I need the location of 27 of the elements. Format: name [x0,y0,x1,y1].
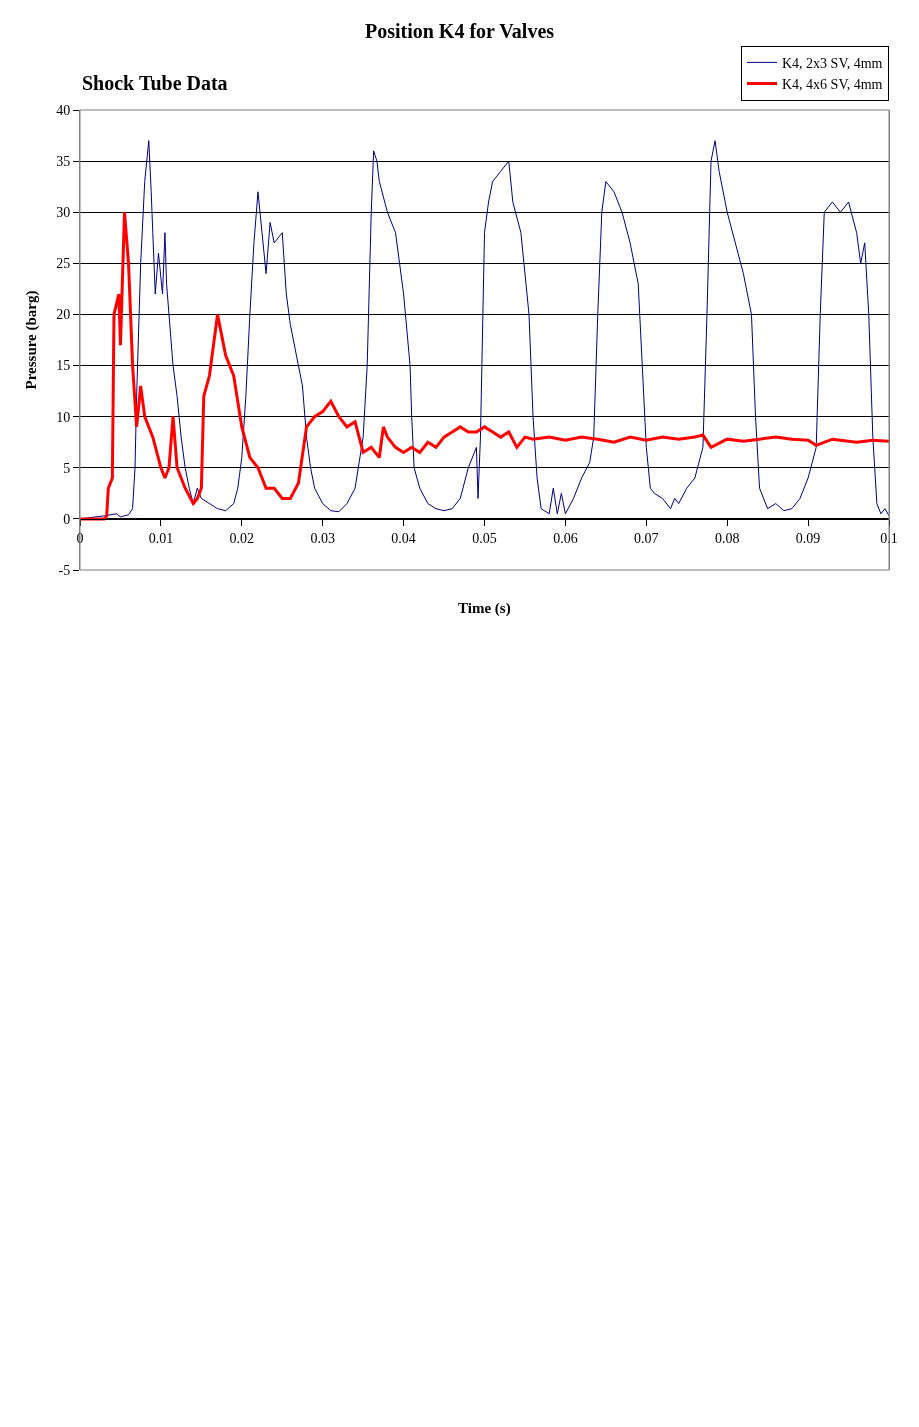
x-tick-label: 0.05 [472,530,497,546]
y-axis-title: Pressure (barg) [23,290,41,390]
x-tick-label: 0.01 [148,530,174,546]
x-tick-label: 0.02 [229,530,255,546]
x-tick-label: 0.06 [553,530,578,546]
chart-subtitle: Shock Tube Data [82,72,228,94]
x-axis-title: Time (s) [458,600,511,617]
x-tick-label: 0.04 [391,530,416,546]
x-tick-label: 0.07 [634,530,659,546]
y-tick-label: 0 [63,511,71,527]
y-tick-label: 35 [56,154,71,170]
legend-label: K4, 2x3 SV, 4mm [782,55,883,71]
x-tick-label: 0.03 [310,530,335,546]
chart-title: Position K4 for Valves [364,20,555,42]
y-tick-label: 10 [56,409,71,425]
x-tick-label: 0.1 [880,530,898,546]
y-tick-label: 25 [56,256,71,272]
y-tick-label: 15 [56,358,71,374]
x-tick-label: 0.09 [795,530,821,546]
y-tick-label: 40 [56,102,71,118]
y-tick-label: -5 [58,562,71,578]
x-tick-label: 0.08 [714,530,740,546]
y-tick-label: 5 [63,460,71,476]
legend-label: K4, 4x6 SV, 4mm [782,77,883,93]
y-tick-label: 30 [56,205,71,221]
y-tick-label: 20 [56,307,71,323]
x-tick-label: 0 [76,530,84,546]
